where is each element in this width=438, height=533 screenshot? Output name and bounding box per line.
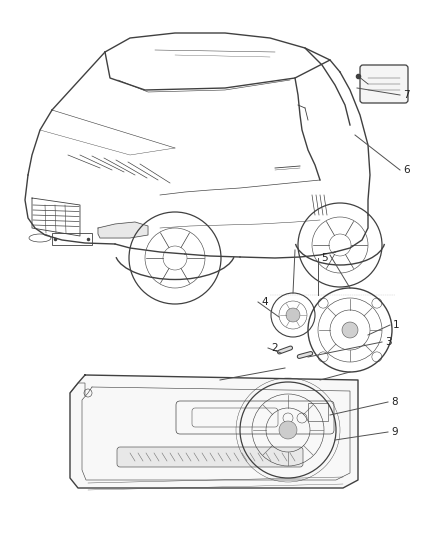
Text: 7: 7 [403,90,410,100]
Text: 8: 8 [391,397,398,407]
Bar [308,403,328,421]
Circle shape [342,322,358,338]
Text: 9: 9 [391,427,398,437]
Circle shape [286,308,300,322]
Circle shape [279,421,297,439]
Text: 2: 2 [271,343,278,353]
Text: 4: 4 [261,297,268,307]
FancyBboxPatch shape [117,447,303,467]
FancyBboxPatch shape [360,65,408,103]
Text: 3: 3 [385,337,392,347]
Polygon shape [70,375,358,488]
Polygon shape [98,222,148,238]
Text: 5: 5 [321,253,328,263]
Text: 6: 6 [403,165,410,175]
Text: 1: 1 [393,320,399,330]
Bar [52,233,92,245]
